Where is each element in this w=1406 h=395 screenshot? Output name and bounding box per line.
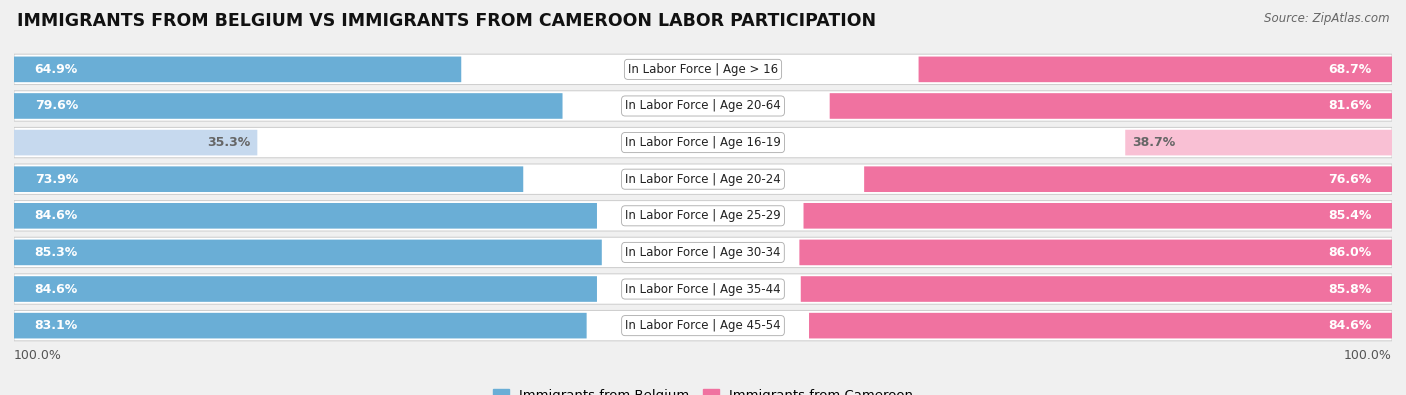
FancyBboxPatch shape (14, 201, 1392, 231)
Text: 100.0%: 100.0% (1344, 350, 1392, 363)
FancyBboxPatch shape (14, 310, 1392, 341)
Text: 85.8%: 85.8% (1329, 282, 1371, 295)
Text: 84.6%: 84.6% (35, 209, 77, 222)
Text: 84.6%: 84.6% (1329, 319, 1371, 332)
FancyBboxPatch shape (808, 313, 1392, 339)
FancyBboxPatch shape (918, 56, 1392, 82)
Text: In Labor Force | Age 20-24: In Labor Force | Age 20-24 (626, 173, 780, 186)
Text: 76.6%: 76.6% (1329, 173, 1371, 186)
FancyBboxPatch shape (14, 276, 598, 302)
Text: In Labor Force | Age 16-19: In Labor Force | Age 16-19 (626, 136, 780, 149)
FancyBboxPatch shape (14, 128, 1392, 158)
Text: 86.0%: 86.0% (1329, 246, 1371, 259)
FancyBboxPatch shape (14, 130, 257, 155)
Text: In Labor Force | Age 30-34: In Labor Force | Age 30-34 (626, 246, 780, 259)
FancyBboxPatch shape (14, 240, 602, 265)
FancyBboxPatch shape (865, 166, 1392, 192)
FancyBboxPatch shape (14, 54, 1392, 85)
Text: In Labor Force | Age 35-44: In Labor Force | Age 35-44 (626, 282, 780, 295)
Text: In Labor Force | Age 45-54: In Labor Force | Age 45-54 (626, 319, 780, 332)
FancyBboxPatch shape (14, 313, 586, 339)
Text: In Labor Force | Age 25-29: In Labor Force | Age 25-29 (626, 209, 780, 222)
Text: 83.1%: 83.1% (35, 319, 77, 332)
Text: Source: ZipAtlas.com: Source: ZipAtlas.com (1264, 12, 1389, 25)
Text: 38.7%: 38.7% (1132, 136, 1175, 149)
FancyBboxPatch shape (14, 164, 1392, 194)
Text: 85.3%: 85.3% (35, 246, 77, 259)
Text: 68.7%: 68.7% (1329, 63, 1371, 76)
FancyBboxPatch shape (803, 203, 1392, 229)
FancyBboxPatch shape (14, 56, 461, 82)
Legend: Immigrants from Belgium, Immigrants from Cameroon: Immigrants from Belgium, Immigrants from… (488, 384, 918, 395)
Text: 84.6%: 84.6% (35, 282, 77, 295)
FancyBboxPatch shape (14, 166, 523, 192)
Text: 85.4%: 85.4% (1327, 209, 1371, 222)
FancyBboxPatch shape (1125, 130, 1392, 155)
FancyBboxPatch shape (14, 237, 1392, 267)
Text: 79.6%: 79.6% (35, 100, 77, 113)
FancyBboxPatch shape (14, 93, 562, 119)
Text: In Labor Force | Age 20-64: In Labor Force | Age 20-64 (626, 100, 780, 113)
FancyBboxPatch shape (14, 91, 1392, 121)
Text: IMMIGRANTS FROM BELGIUM VS IMMIGRANTS FROM CAMEROON LABOR PARTICIPATION: IMMIGRANTS FROM BELGIUM VS IMMIGRANTS FR… (17, 12, 876, 30)
Text: 35.3%: 35.3% (207, 136, 250, 149)
FancyBboxPatch shape (830, 93, 1392, 119)
Text: 81.6%: 81.6% (1329, 100, 1371, 113)
FancyBboxPatch shape (800, 240, 1392, 265)
FancyBboxPatch shape (801, 276, 1392, 302)
Text: 100.0%: 100.0% (14, 350, 62, 363)
FancyBboxPatch shape (14, 274, 1392, 304)
Text: 64.9%: 64.9% (35, 63, 77, 76)
Text: In Labor Force | Age > 16: In Labor Force | Age > 16 (628, 63, 778, 76)
Text: 73.9%: 73.9% (35, 173, 77, 186)
FancyBboxPatch shape (14, 203, 598, 229)
